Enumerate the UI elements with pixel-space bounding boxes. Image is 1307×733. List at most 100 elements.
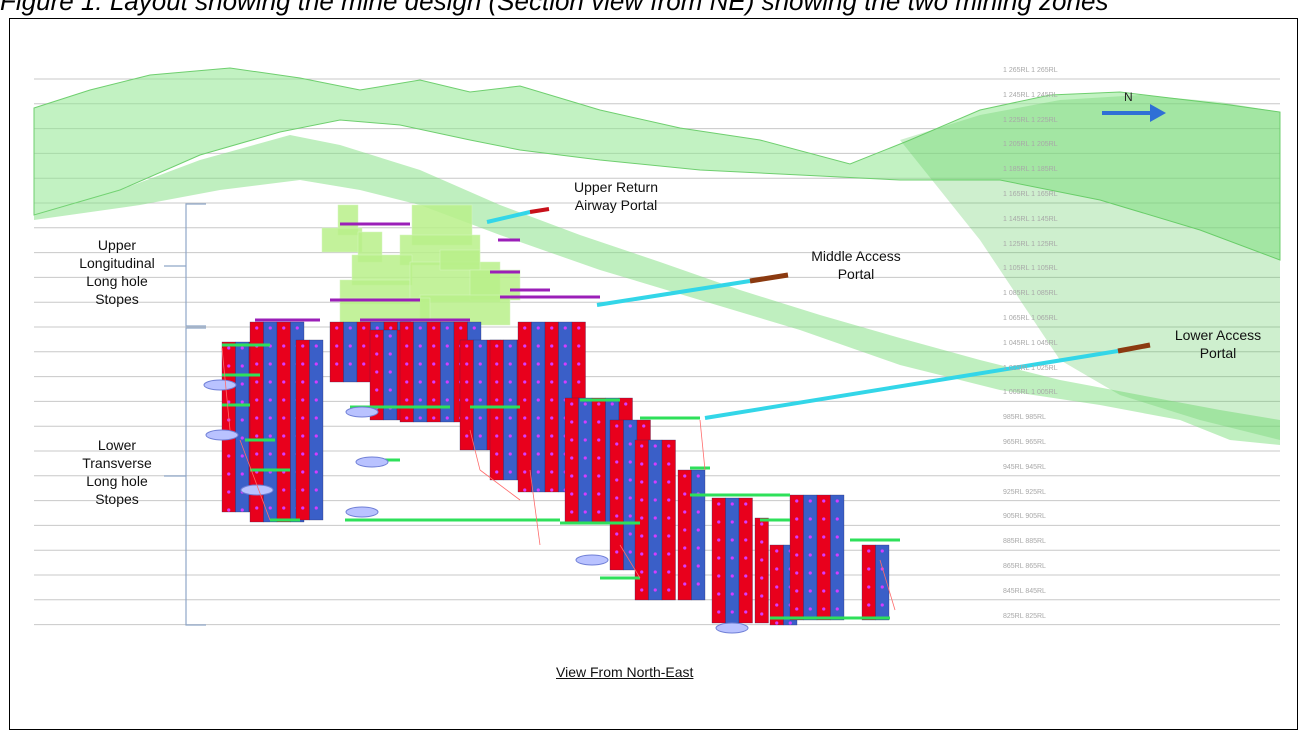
drill-marker <box>760 594 764 598</box>
drill-marker <box>775 549 779 553</box>
drill-marker <box>536 434 540 438</box>
spiral-ramp <box>715 622 749 634</box>
drill-marker <box>667 534 671 538</box>
drill-marker <box>717 610 721 614</box>
drill-marker <box>760 576 764 580</box>
lower-stope-column <box>816 494 831 621</box>
drill-marker <box>667 516 671 520</box>
drill-marker <box>640 570 644 574</box>
drill-marker <box>570 456 574 460</box>
drill-marker <box>375 326 379 330</box>
service-link <box>479 469 521 501</box>
drill-marker <box>314 488 318 492</box>
drill-marker <box>653 534 657 538</box>
drill-marker <box>653 462 657 466</box>
drill-marker <box>835 607 839 611</box>
drill-marker <box>536 344 540 348</box>
north-label: N <box>1124 90 1133 104</box>
drill-marker <box>362 362 366 366</box>
drill-marker <box>550 434 554 438</box>
upper-return-tunnel <box>486 210 531 224</box>
drill-marker <box>478 344 482 348</box>
lower-stope-column <box>459 339 474 451</box>
drill-marker <box>314 470 318 474</box>
drill-marker <box>550 416 554 420</box>
drill-marker <box>478 434 482 438</box>
drill-marker <box>822 571 826 575</box>
rl-level-label: 1 145RL 1 145RL <box>1003 215 1058 223</box>
drill-marker <box>667 552 671 556</box>
drill-marker <box>577 344 581 348</box>
drill-marker <box>282 488 286 492</box>
drill-marker <box>523 416 527 420</box>
drill-marker <box>822 589 826 593</box>
lower-stope-column <box>677 469 692 601</box>
drill-marker <box>301 488 305 492</box>
rl-level-label: 885RL 885RL <box>1003 538 1046 546</box>
drill-marker <box>880 603 884 607</box>
drill-marker <box>717 574 721 578</box>
terrain-shading <box>900 95 1280 440</box>
drill-marker <box>628 514 632 518</box>
drill-marker <box>683 510 687 514</box>
service-link <box>239 439 271 521</box>
drill-marker <box>667 498 671 502</box>
drill-marker <box>348 326 352 330</box>
drill-marker <box>730 592 734 596</box>
drill-marker <box>508 416 512 420</box>
drill-marker <box>478 416 482 420</box>
drill-marker <box>577 326 581 330</box>
figure-caption: Figure 1: Layout showing the mine design… <box>0 0 1109 16</box>
lower-stope-column <box>725 497 740 624</box>
drill-marker <box>295 326 299 330</box>
drill-marker <box>683 492 687 496</box>
drill-marker <box>314 362 318 366</box>
drill-marker <box>744 592 748 596</box>
drill-marker <box>465 344 469 348</box>
drill-marker <box>465 434 469 438</box>
drill-marker <box>478 398 482 402</box>
drill-marker <box>550 488 554 492</box>
drill-marker <box>880 549 884 553</box>
drill-marker <box>667 444 671 448</box>
drill-marker <box>550 380 554 384</box>
lower-stope-column <box>830 494 845 621</box>
drill-marker <box>730 538 734 542</box>
drill-marker <box>822 607 826 611</box>
drill-marker <box>523 380 527 384</box>
drill-marker <box>570 420 574 424</box>
drill-marker <box>508 380 512 384</box>
upper-zone-bracket <box>185 203 206 327</box>
drill-marker <box>570 492 574 496</box>
drill-marker <box>536 416 540 420</box>
drill-marker <box>795 589 799 593</box>
drill-marker <box>822 553 826 557</box>
drill-marker <box>495 380 499 384</box>
drill-marker <box>696 474 700 478</box>
drill-marker <box>227 490 231 494</box>
drill-marker <box>523 362 527 366</box>
rl-level-label: 945RL 945RL <box>1003 463 1046 471</box>
drill-marker <box>640 534 644 538</box>
drill-marker <box>255 434 259 438</box>
drill-marker <box>615 532 619 536</box>
rl-level-label: 1 205RL 1 205RL <box>1003 141 1058 149</box>
drill-marker <box>432 344 436 348</box>
drill-marker <box>432 398 436 402</box>
drill-marker <box>240 472 244 476</box>
drill-marker <box>282 506 286 510</box>
drill-marker <box>653 498 657 502</box>
drill-marker <box>808 499 812 503</box>
rl-level-label: 925RL 925RL <box>1003 488 1046 496</box>
lower-stope-column <box>691 469 706 601</box>
drill-marker <box>744 610 748 614</box>
drill-marker <box>282 380 286 384</box>
rl-level-label: 905RL 905RL <box>1003 513 1046 521</box>
rl-level-label: 1 005RL 1 005RL <box>1003 389 1058 397</box>
drill-marker <box>508 344 512 348</box>
drill-marker <box>615 550 619 554</box>
spiral-ramp <box>203 379 237 391</box>
zone-brackets <box>164 203 206 626</box>
drill-marker <box>301 470 305 474</box>
drill-marker <box>536 326 540 330</box>
